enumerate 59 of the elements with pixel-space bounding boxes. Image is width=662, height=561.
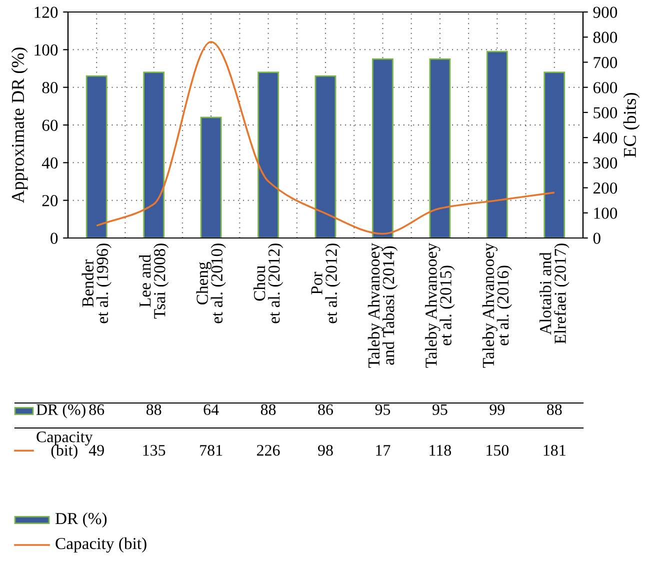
bar [143,72,165,238]
y2-tick-label: 700 [594,56,618,68]
y-tick-label: 120 [34,6,58,18]
y-axis-title: Approximate DR (%) [11,48,28,204]
legend-label: DR (%) [36,404,86,418]
data-label: 99 [490,404,504,415]
data-label: 150 [486,444,509,456]
bar [429,58,451,238]
y-tick-label: 60 [42,120,58,131]
bar [258,72,279,238]
x-tick-label: Taleby Ahvanooey et al. (2015) [425,242,455,368]
x-tick-label: Taleby Ahvanooey et al. (2016) [482,242,512,368]
data-label: 135 [143,444,166,456]
y-tick-label: 40 [42,157,58,169]
y-tick-label: 20 [42,195,58,206]
y2-tick-label: 200 [593,182,618,194]
y2-tick-label: 800 [593,32,618,44]
x-tick-label: Bender et al. (1996) [82,244,112,324]
text: DR (%) [55,512,107,528]
data-label: 88 [547,404,562,415]
data-label: 86 [89,404,104,415]
y-tick-label: 100 [34,44,58,56]
bar [200,116,222,238]
y2-tick-label: 900 [593,6,618,18]
data-label: 226 [257,444,280,456]
data-label: 49 [88,444,104,456]
text: Capacity (bit) [56,537,146,553]
x-tick-label: Alotaibi and Elrefaei (2017) [539,244,570,344]
data-label: 88 [146,404,162,415]
y-tick-label: 0 [50,232,58,244]
y2-tick-label: 300 [594,157,618,169]
bar [372,58,394,238]
bar [86,75,108,238]
y-tick-label: 80 [42,82,58,94]
x-tick-label: Taleby Ahvanooey and Tabasi (2014) [368,242,398,368]
data-label: 86 [318,404,334,415]
x-tick-label: Lee and Tsai (2008) [139,244,169,319]
data-label: 181 [544,444,566,456]
x-tick-label: Por et al. (2012) [311,244,340,324]
y2-tick-label: 600 [593,82,618,94]
x-tick-label: Chou et al. (2012) [253,244,284,324]
y2-tick-label: 100 [594,208,618,219]
data-label: 88 [260,404,276,415]
data-label: 781 [200,444,222,456]
y2-tick-label: 500 [594,107,618,118]
data-label: 95 [432,404,448,415]
data-label: 64 [204,404,219,415]
x-tick-label: Cheng et al. (2010) [196,244,226,324]
y2-axis-title: EC (bits) [623,92,640,158]
data-label: 118 [430,444,452,456]
y2-tick-label: 400 [593,132,618,144]
bar [486,50,508,238]
line-series [96,40,556,235]
data-label: 95 [375,404,390,415]
bar [544,72,566,238]
data-label: 17 [376,445,390,456]
bar [314,75,336,238]
y2-tick-label: 0 [593,232,600,244]
data-label: 98 [318,444,333,456]
